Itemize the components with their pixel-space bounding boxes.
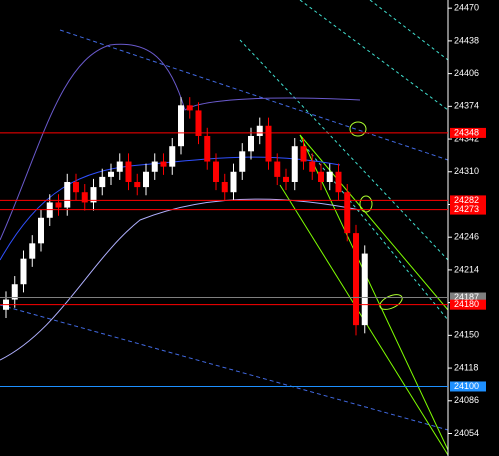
level-label: 24348	[454, 127, 479, 137]
candle-body	[38, 217, 44, 244]
candle-body	[125, 161, 132, 182]
candle-body	[186, 105, 193, 111]
level-tag	[450, 204, 486, 215]
candle-body	[81, 192, 88, 203]
y-tick-label: 24118	[454, 362, 478, 372]
candle-body	[46, 202, 53, 218]
band-upper	[0, 43, 361, 241]
fan-line	[299, 139, 449, 321]
candle-body	[90, 187, 97, 203]
candle-body	[344, 192, 351, 234]
level-label: 24187	[454, 292, 479, 302]
candle-body	[134, 181, 141, 188]
trend-line	[59, 29, 449, 161]
fan-line	[369, 0, 449, 61]
candle-body	[335, 171, 342, 193]
y-tick-label: 24054	[454, 428, 479, 438]
candle-body	[361, 253, 368, 326]
trend-line	[0, 304, 449, 431]
level-tag	[450, 127, 486, 138]
candle-body	[143, 171, 149, 188]
level-tag	[450, 299, 486, 310]
candle-body	[73, 181, 79, 193]
y-tick-label: 24086	[454, 395, 479, 405]
candle-body	[116, 161, 123, 172]
candle-body	[291, 146, 298, 182]
y-tick-label: 24310	[454, 166, 479, 176]
fan-line	[239, 39, 449, 261]
y-tick-label: 24374	[454, 101, 479, 111]
candle-body	[248, 135, 254, 152]
band-lower	[0, 198, 361, 361]
candle-body	[29, 243, 36, 259]
candle-body	[230, 171, 237, 193]
level-label: 24273	[454, 204, 479, 214]
y-tick-label: 24150	[454, 330, 479, 340]
y-tick-label: 24342	[454, 133, 479, 143]
candle-body	[221, 181, 228, 193]
candle-body	[283, 176, 289, 182]
candle-body	[160, 161, 167, 167]
candle-body	[326, 171, 333, 182]
level-tag	[450, 195, 486, 206]
candle-body	[108, 171, 114, 177]
candle-body	[309, 161, 316, 172]
candle-body	[265, 125, 272, 162]
candle-body	[213, 161, 219, 182]
candle-body	[64, 181, 71, 208]
candle-body	[55, 202, 62, 208]
highlight	[359, 195, 373, 213]
level-tag	[450, 381, 486, 392]
y-tick-label: 24406	[454, 68, 479, 78]
y-tick-label: 24470	[454, 3, 479, 13]
highlight	[379, 294, 403, 310]
channel-line	[299, 134, 449, 311]
level-label: 24180	[454, 299, 479, 309]
candle-body	[256, 125, 263, 136]
drawings	[0, 0, 449, 456]
level-label: 24282	[454, 195, 479, 205]
candle-body	[318, 171, 324, 182]
candle-body	[169, 146, 176, 167]
candle-body	[20, 258, 27, 285]
candle-body	[353, 233, 359, 326]
candle-body	[195, 110, 202, 136]
level-label: 24100	[454, 381, 479, 391]
channel-line	[299, 134, 449, 451]
y-tick-label: 24246	[454, 232, 479, 242]
candle-body	[300, 146, 307, 162]
candle-body	[11, 284, 18, 300]
candle-body	[178, 105, 184, 147]
y-tick-label: 24438	[454, 35, 479, 45]
level-tag	[450, 292, 486, 303]
moving-average	[0, 156, 341, 261]
candle-body	[151, 161, 158, 172]
candle-body	[274, 161, 281, 177]
highlight	[349, 121, 367, 137]
fan-line	[299, 0, 449, 111]
y-tick-label: 24214	[454, 264, 479, 274]
candle-body	[204, 135, 211, 162]
candle-body	[239, 151, 246, 172]
candle-body	[99, 176, 106, 188]
